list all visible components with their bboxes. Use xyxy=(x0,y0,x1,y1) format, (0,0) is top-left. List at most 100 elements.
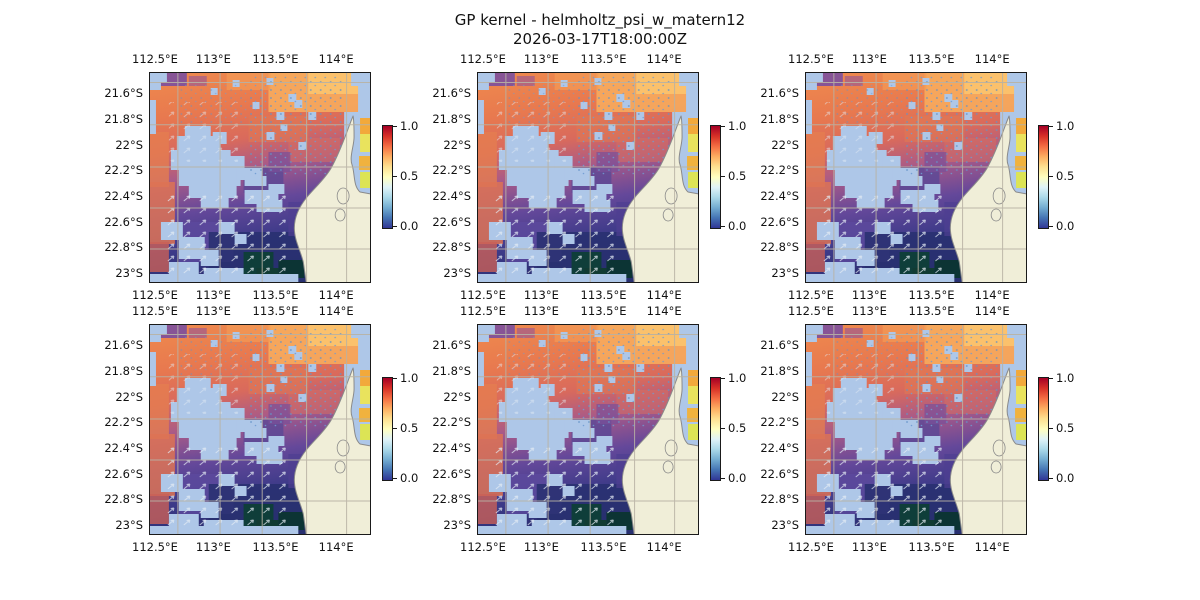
x-tick-label: 113.5°E xyxy=(580,52,627,66)
x-axis-top: 112.5°E 113°E 113.5°E 114°E xyxy=(788,304,1027,318)
y-tick-label: 22.6°S xyxy=(104,215,143,230)
y-tick-label: 21.8°S xyxy=(432,364,471,379)
y-tick-label: 22.2°S xyxy=(104,162,143,177)
colorbar-tick-mark xyxy=(393,428,397,429)
y-tick-label: 22°S xyxy=(771,390,799,404)
y-tick-label: 21.6°S xyxy=(432,337,471,352)
x-tick-label: 113°E xyxy=(523,52,559,66)
y-tick-label: 22.2°S xyxy=(104,414,143,429)
colorbar-tick-label: 0.5 xyxy=(728,169,747,183)
y-tick-label: 22.8°S xyxy=(104,491,143,506)
figure-title: GP kernel - helmholtz_psi_w_matern12 xyxy=(454,11,746,29)
y-tick-label: 22.4°S xyxy=(104,189,143,204)
colorbar-tick-label: 1.0 xyxy=(400,119,419,133)
y-tick-label: 22°S xyxy=(443,138,471,152)
colorbar: 1.0 0.5 0.0 xyxy=(371,324,431,535)
x-axis-top: 112.5°E 113°E 113.5°E 114°E xyxy=(132,52,371,66)
colorbar-tick-mark xyxy=(1049,126,1053,127)
map-panel: 112.5°E 113°E 113.5°E 114°E 21.6°S 21.8°… xyxy=(104,304,418,554)
x-tick-label: 112.5°E xyxy=(788,304,834,318)
x-tick-label: 113°E xyxy=(851,288,887,302)
x-axis-top: 112.5°E 113°E 113.5°E 114°E xyxy=(788,52,1027,66)
y-tick-label: 23°S xyxy=(443,266,471,281)
colorbar-tick-mark xyxy=(393,478,397,479)
x-tick-label: 113.5°E xyxy=(580,540,627,554)
x-axis-top: 112.5°E 113°E 113.5°E 114°E xyxy=(460,52,699,66)
x-axis-top: 112.5°E 113°E 113.5°E 114°E xyxy=(460,304,699,318)
y-tick-label: 22.8°S xyxy=(432,239,471,254)
colorbar-tick-mark xyxy=(721,478,725,479)
y-tick-label: 22.4°S xyxy=(760,189,799,204)
map-panel: 112.5°E 113°E 113.5°E 114°E 21.6°S 21.8°… xyxy=(760,52,1074,302)
y-axis: 21.6°S 21.8°S 22°S 22.2°S 22.4°S 22.6°S … xyxy=(97,72,149,283)
map-heatmap[interactable] xyxy=(149,72,371,283)
x-tick-label: 114°E xyxy=(318,540,354,554)
y-tick-label: 22.2°S xyxy=(760,162,799,177)
map-heatmap[interactable] xyxy=(477,72,699,283)
y-tick-label: 22.8°S xyxy=(432,491,471,506)
x-tick-label: 113.5°E xyxy=(252,540,299,554)
colorbar-gradient xyxy=(710,377,721,481)
colorbar-tick-mark xyxy=(721,176,725,177)
map-heatmap[interactable] xyxy=(477,324,699,535)
y-tick-label: 22°S xyxy=(771,138,799,152)
y-tick-label: 23°S xyxy=(115,518,143,533)
colorbar-tick-mark xyxy=(393,126,397,127)
y-tick-label: 22.2°S xyxy=(432,414,471,429)
y-axis: 21.6°S 21.8°S 22°S 22.2°S 22.4°S 22.6°S … xyxy=(425,72,477,283)
x-axis-bottom: 112.5°E 113°E 113.5°E 114°E xyxy=(132,288,371,302)
map-heatmap[interactable] xyxy=(149,324,371,535)
x-axis-top: 112.5°E 113°E 113.5°E 114°E xyxy=(132,304,371,318)
colorbar-tick-label: 0.5 xyxy=(1056,169,1075,183)
colorbar-tick-label: 0.0 xyxy=(400,219,419,233)
y-tick-label: 21.8°S xyxy=(104,112,143,127)
y-tick-label: 22°S xyxy=(115,138,143,152)
colorbar-tick-mark xyxy=(1049,478,1053,479)
x-tick-label: 113.5°E xyxy=(252,288,299,302)
x-tick-label: 114°E xyxy=(974,540,1010,554)
map-heatmap[interactable] xyxy=(805,72,1027,283)
x-tick-label: 113°E xyxy=(195,288,231,302)
x-tick-label: 114°E xyxy=(646,540,682,554)
x-tick-label: 112.5°E xyxy=(788,540,834,554)
x-axis-bottom: 112.5°E 113°E 113.5°E 114°E xyxy=(788,540,1027,554)
x-tick-label: 113.5°E xyxy=(580,288,627,302)
x-tick-label: 113.5°E xyxy=(252,304,299,318)
y-tick-label: 22°S xyxy=(115,390,143,404)
x-tick-label: 112.5°E xyxy=(132,304,178,318)
map-panel: 112.5°E 113°E 113.5°E 114°E 21.6°S 21.8°… xyxy=(760,304,1074,554)
x-tick-label: 112.5°E xyxy=(460,288,506,302)
x-tick-label: 112.5°E xyxy=(132,52,178,66)
map-panel: 112.5°E 113°E 113.5°E 114°E 21.6°S 21.8°… xyxy=(432,52,746,302)
x-tick-label: 113.5°E xyxy=(580,304,627,318)
colorbar-tick-mark xyxy=(1049,378,1053,379)
colorbar: 1.0 0.5 0.0 xyxy=(699,72,759,283)
colorbar-tick-label: 1.0 xyxy=(1056,119,1075,133)
colorbar-tick-label: 0.0 xyxy=(728,219,747,233)
colorbar-tick-label: 0.0 xyxy=(728,471,747,485)
colorbar: 1.0 0.5 0.0 xyxy=(1027,324,1087,535)
y-axis: 21.6°S 21.8°S 22°S 22.2°S 22.4°S 22.6°S … xyxy=(425,324,477,535)
colorbar-tick-mark xyxy=(1049,428,1053,429)
colorbar-tick-mark xyxy=(721,428,725,429)
colorbar-tick-label: 0.5 xyxy=(400,169,419,183)
y-tick-label: 21.6°S xyxy=(760,85,799,100)
x-tick-label: 114°E xyxy=(974,288,1010,302)
x-tick-label: 112.5°E xyxy=(788,288,834,302)
x-tick-label: 113°E xyxy=(523,288,559,302)
colorbar-tick-label: 0.0 xyxy=(1056,219,1075,233)
x-tick-label: 112.5°E xyxy=(460,540,506,554)
x-tick-label: 113°E xyxy=(851,304,887,318)
x-tick-label: 114°E xyxy=(974,304,1010,318)
x-axis-bottom: 112.5°E 113°E 113.5°E 114°E xyxy=(132,540,371,554)
x-tick-label: 113.5°E xyxy=(908,288,955,302)
map-heatmap[interactable] xyxy=(805,324,1027,535)
colorbar-tick-mark xyxy=(1049,176,1053,177)
x-tick-label: 112.5°E xyxy=(788,52,834,66)
y-tick-label: 22.2°S xyxy=(760,414,799,429)
x-tick-label: 114°E xyxy=(646,288,682,302)
x-tick-label: 112.5°E xyxy=(460,52,506,66)
y-tick-label: 22.4°S xyxy=(432,441,471,456)
y-tick-label: 22.4°S xyxy=(432,189,471,204)
